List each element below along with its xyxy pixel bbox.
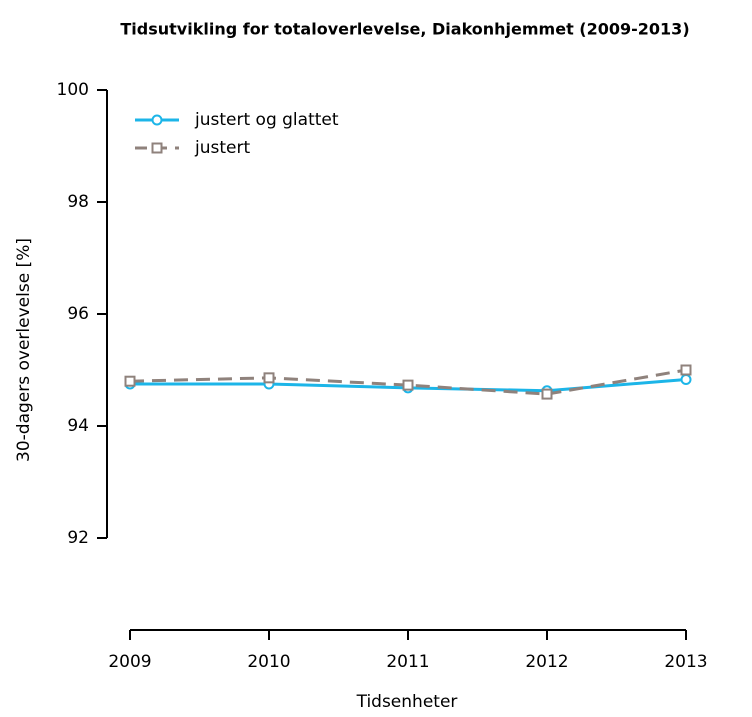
x-tick-label: 2011 (386, 652, 429, 672)
y-tick-label: 98 (67, 192, 89, 212)
data-point (680, 364, 692, 376)
data-point (402, 379, 414, 391)
y-tick-label: 94 (67, 416, 89, 436)
data-point (124, 375, 136, 387)
x-tick-label: 2012 (525, 652, 568, 672)
series-line (129, 368, 687, 396)
x-tick-label: 2013 (664, 652, 707, 672)
y-axis-label: 30-dagers overlevelse [%] (14, 238, 34, 462)
x-axis-label: Tidsenheter (356, 692, 458, 712)
x-tick-label: 2009 (108, 652, 151, 672)
data-point (680, 374, 692, 386)
y-tick-label: 100 (57, 80, 89, 100)
data-point (263, 372, 275, 384)
legend-marker (151, 142, 163, 154)
legend-label: justert (194, 138, 250, 158)
legend-label: justert og glattet (194, 110, 339, 130)
y-tick-label: 92 (67, 528, 89, 548)
x-tick-label: 2010 (247, 652, 290, 672)
y-tick-label: 96 (67, 304, 89, 324)
data-point (541, 388, 553, 400)
legend-marker (151, 114, 163, 126)
chart-title: Tidsutvikling for totaloverlevelse, Diak… (120, 20, 689, 39)
